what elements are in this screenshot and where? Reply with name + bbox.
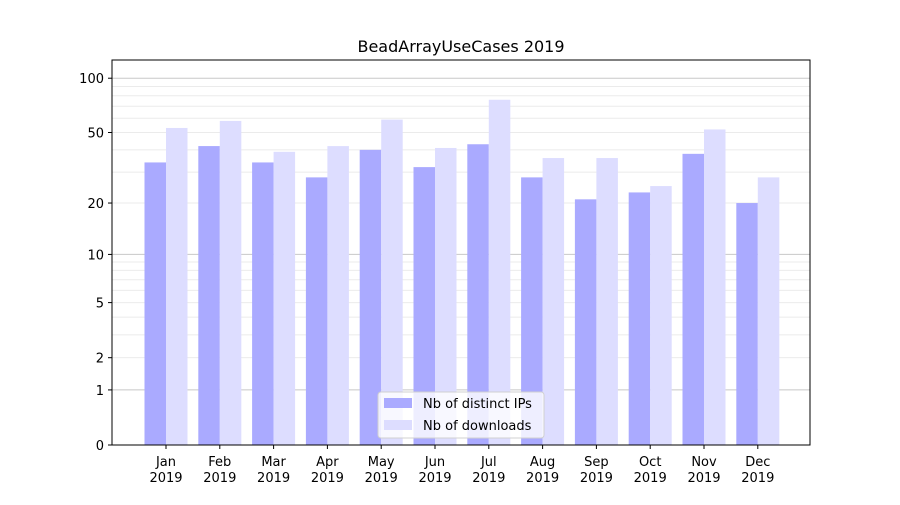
x-tick-label: 2019: [365, 471, 398, 486]
legend-swatch: [384, 420, 412, 430]
legend-box: [377, 391, 545, 439]
bar-distinct-ips: [305, 177, 328, 445]
bar-downloads: [435, 147, 457, 445]
bar-downloads: [488, 99, 511, 446]
bar-downloads: [596, 158, 618, 445]
bar-distinct-ips: [359, 149, 382, 446]
x-tick-label: Feb: [208, 455, 231, 470]
bar-downloads: [650, 186, 672, 445]
plot-frame: [111, 59, 811, 446]
x-tick-label: Nov: [691, 455, 717, 470]
x-tick-label: Aug: [530, 455, 555, 470]
bar-downloads: [273, 151, 296, 445]
bar-downloads: [166, 127, 188, 446]
bar-distinct-ips: [736, 203, 758, 445]
x-tick-label: 2019: [203, 471, 236, 486]
x-tick-label: Sep: [584, 455, 609, 470]
x-tick-label: 2019: [149, 471, 182, 486]
bar-distinct-ips: [682, 153, 704, 445]
x-tick-label: 2019: [311, 471, 344, 486]
y-tick-label: 50: [87, 127, 104, 142]
y-tick-label: 100: [79, 72, 104, 87]
bar-distinct-ips: [574, 199, 597, 445]
y-tick-label: 0: [96, 439, 104, 454]
bar-distinct-ips: [144, 162, 166, 445]
x-tick-label: 2019: [741, 471, 774, 486]
y-tick-label: 5: [96, 297, 104, 312]
legend-label: Nb of downloads: [423, 419, 532, 434]
x-tick-label: 2019: [580, 471, 613, 486]
legend-swatch: [384, 398, 412, 408]
x-tick-label: Jan: [155, 455, 176, 470]
legend: Nb of distinct IPs Nb of downloads: [377, 391, 545, 439]
x-tick-label: Oct: [639, 455, 661, 470]
x-tick-label: Jun: [424, 455, 445, 470]
x-tick-label: 2019: [257, 471, 290, 486]
y-tick-label: 20: [87, 197, 104, 212]
bar-downloads: [381, 119, 403, 445]
x-tick-label: Dec: [745, 455, 770, 470]
bar-downloads: [757, 177, 780, 445]
bar-downloads: [219, 120, 242, 445]
x-tick-label: Apr: [316, 455, 339, 470]
y-tick-label: 1: [96, 384, 104, 399]
bar-downloads: [704, 129, 726, 445]
bar-distinct-ips: [252, 162, 274, 445]
bar-downloads: [542, 158, 565, 445]
legend-label: Nb of distinct IPs: [423, 397, 532, 412]
bar-distinct-ips: [628, 192, 651, 445]
y-tick-label: 2: [96, 352, 104, 367]
x-tick-label: 2019: [687, 471, 720, 486]
x-tick-label: Jul: [480, 455, 497, 470]
x-tick-label: Mar: [261, 455, 286, 470]
x-tick-label: 2019: [418, 471, 451, 486]
bar-distinct-ips: [198, 146, 220, 446]
bar-distinct-ips: [467, 144, 489, 445]
chart-title: BeadArrayUseCases 2019: [357, 37, 564, 56]
x-tick-label: 2019: [634, 471, 667, 486]
bar-downloads: [327, 146, 349, 446]
y-tick-label: 10: [87, 248, 104, 263]
bar-distinct-ips: [521, 177, 543, 445]
x-tick-label: 2019: [526, 471, 559, 486]
x-tick-label: 2019: [472, 471, 505, 486]
bar-distinct-ips: [413, 167, 435, 446]
x-tick-label: May: [368, 455, 395, 470]
